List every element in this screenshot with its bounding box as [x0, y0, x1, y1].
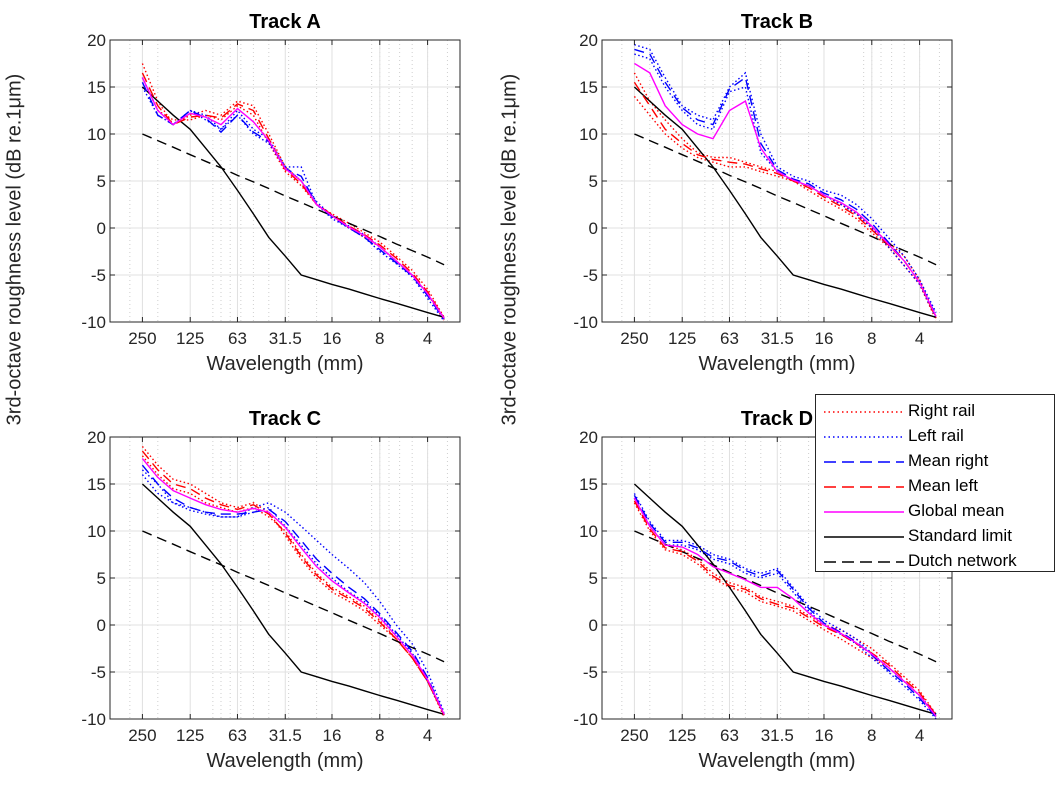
chart-title: Track A — [249, 11, 321, 33]
x-axis-label: Wavelength (mm) — [698, 750, 855, 772]
x-tick-label: 4 — [423, 726, 432, 745]
y-tick-label: 0 — [97, 616, 106, 635]
legend-label: Standard limit — [908, 526, 1012, 546]
chart-title: Track B — [741, 11, 813, 33]
y-tick-label: 0 — [589, 219, 598, 238]
y-tick-label: -5 — [91, 663, 106, 682]
legend-label: Global mean — [908, 501, 1004, 521]
x-tick-label: 16 — [815, 726, 834, 745]
chart-panel-3: 250 125 63 31.5 16 8 4 20 15 10 5 0 -5 -10 Track C Wave… — [81, 408, 460, 772]
y-tick-label: 10 — [579, 522, 598, 541]
x-axis-label: Wavelength (mm) — [698, 353, 855, 375]
x-tick-label: 125 — [176, 329, 204, 348]
x-tick-label: 31.5 — [269, 726, 302, 745]
y-tick-label: 20 — [579, 428, 598, 447]
legend-item: Dutch network — [816, 549, 1054, 575]
x-tick-label: 63 — [720, 726, 739, 745]
y-tick-label: 10 — [579, 125, 598, 144]
x-tick-label: 250 — [128, 726, 156, 745]
legend-item: Global mean — [816, 499, 1054, 525]
x-tick-label: 31.5 — [761, 726, 794, 745]
y-tick-label: 15 — [87, 475, 106, 494]
x-tick-label: 250 — [620, 329, 648, 348]
x-tick-label: 63 — [228, 329, 247, 348]
legend-item: Mean left — [816, 474, 1054, 500]
legend-item: Mean right — [816, 449, 1054, 475]
y-tick-label: -10 — [573, 313, 598, 332]
legend: Right rail Left rail Mean right Mean lef… — [815, 394, 1055, 572]
x-tick-label: 125 — [668, 329, 696, 348]
x-tick-label: 16 — [323, 726, 342, 745]
y-tick-label: 0 — [589, 616, 598, 635]
y-tick-label: 15 — [87, 78, 106, 97]
x-tick-label: 16 — [815, 329, 834, 348]
y-axis-label-right: 3rd-octave roughness level (dB re.1μm) — [499, 70, 522, 430]
x-tick-label: 63 — [720, 329, 739, 348]
y-tick-label: 15 — [579, 475, 598, 494]
x-tick-label: 4 — [915, 726, 924, 745]
legend-swatch — [824, 427, 904, 447]
y-tick-label: -10 — [81, 313, 106, 332]
legend-label: Right rail — [908, 401, 975, 421]
x-axis-label: Wavelength (mm) — [206, 353, 363, 375]
y-tick-label: -10 — [573, 710, 598, 729]
legend-swatch — [824, 527, 904, 547]
legend-swatch — [824, 477, 904, 497]
y-tick-label: 15 — [579, 78, 598, 97]
y-tick-label: -5 — [583, 663, 598, 682]
y-tick-label: 10 — [87, 522, 106, 541]
legend-label: Mean right — [908, 451, 988, 471]
y-tick-label: 20 — [87, 428, 106, 447]
x-tick-label: 125 — [176, 726, 204, 745]
legend-label: Dutch network — [908, 551, 1017, 571]
legend-swatch — [824, 552, 904, 572]
chart-title: Track D — [741, 408, 813, 430]
legend-label: Mean left — [908, 476, 978, 496]
y-tick-label: 20 — [579, 31, 598, 50]
y-tick-label: 0 — [97, 219, 106, 238]
x-axis-label: Wavelength (mm) — [206, 750, 363, 772]
chart-title: Track C — [249, 408, 321, 430]
legend-swatch — [824, 502, 904, 522]
x-tick-label: 31.5 — [269, 329, 302, 348]
chart-panel-1: 250 125 63 31.5 16 8 4 20 15 10 5 0 -5 -10 Track A Wave… — [81, 11, 460, 375]
x-tick-label: 4 — [915, 329, 924, 348]
x-tick-label: 16 — [323, 329, 342, 348]
y-axis-label-left: 3rd-octave roughness level (dB re.1μm) — [4, 70, 27, 430]
legend-item: Standard limit — [816, 524, 1054, 550]
y-tick-label: 5 — [589, 172, 598, 191]
x-tick-label: 125 — [668, 726, 696, 745]
chart-panel-2: 250 125 63 31.5 16 8 4 20 15 10 5 0 -5 -10 Track B Wave… — [573, 11, 952, 375]
x-tick-label: 8 — [375, 329, 384, 348]
legend-label: Left rail — [908, 426, 964, 446]
x-tick-label: 31.5 — [761, 329, 794, 348]
y-tick-label: 20 — [87, 31, 106, 50]
x-tick-label: 250 — [128, 329, 156, 348]
y-tick-label: 5 — [97, 172, 106, 191]
legend-item: Left rail — [816, 424, 1054, 450]
y-tick-label: 5 — [589, 569, 598, 588]
y-tick-label: 5 — [97, 569, 106, 588]
x-tick-label: 4 — [423, 329, 432, 348]
x-tick-label: 8 — [867, 726, 876, 745]
legend-swatch — [824, 452, 904, 472]
x-tick-label: 8 — [867, 329, 876, 348]
legend-swatch — [824, 402, 904, 422]
x-tick-label: 8 — [375, 726, 384, 745]
x-tick-label: 63 — [228, 726, 247, 745]
x-tick-label: 250 — [620, 726, 648, 745]
legend-item: Right rail — [816, 399, 1054, 425]
y-tick-label: -5 — [91, 266, 106, 285]
y-tick-label: -10 — [81, 710, 106, 729]
y-tick-label: 10 — [87, 125, 106, 144]
y-tick-label: -5 — [583, 266, 598, 285]
